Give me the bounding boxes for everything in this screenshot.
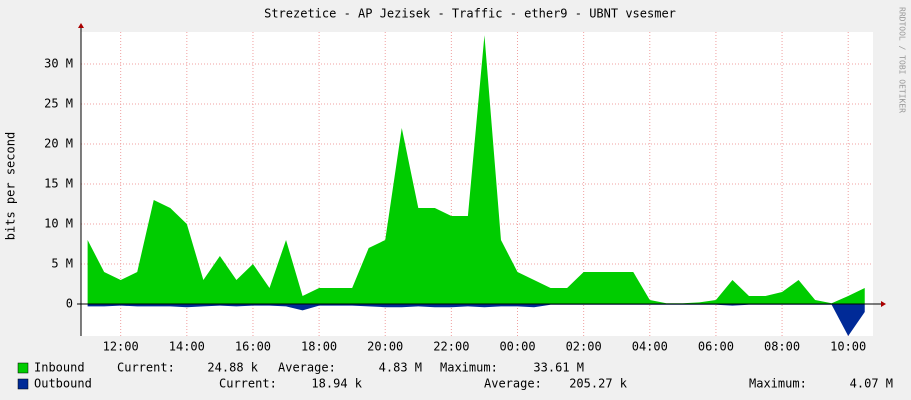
area [87,35,865,304]
legend-swatch [17,362,29,374]
legend-stat-value: 24.88 k [207,361,258,375]
legend-stat-value: 33.61 M [533,361,584,375]
y-tick-label: 10 M [44,217,73,231]
legend-stat-label: Maximum: [440,361,498,375]
y-tick-label: 5 M [51,257,73,271]
x-tick-label: 12:00 [103,340,139,354]
y-axis-label: bits per second [4,132,18,240]
x-tick-label: 22:00 [433,340,469,354]
x-tick-label: 16:00 [235,340,271,354]
x-tick-label: 14:00 [169,340,205,354]
y-tick-label: 25 M [44,97,73,111]
legend-stat-value: 4.07 M [850,377,893,391]
axis-arrow [881,301,886,307]
y-tick-label: 0 [66,297,73,311]
x-tick-label: 18:00 [301,340,337,354]
legend-stat-value: 205.27 k [569,377,628,391]
x-tick-label: 06:00 [698,340,734,354]
x-tick-label: 00:00 [499,340,535,354]
legend-stat-label: Current: [117,361,175,375]
legend-stat-label: Average: [484,377,542,391]
legend-stat-label: Average: [278,361,336,375]
y-tick-label: 30 M [44,57,73,71]
x-tick-label: 10:00 [830,340,866,354]
x-tick-label: 02:00 [566,340,602,354]
x-tick-label: 20:00 [367,340,403,354]
y-tick-label: 20 M [44,137,73,151]
legend-stat-label: Current: [219,377,277,391]
axis-arrow [78,23,84,28]
chart-title: Strezetice - AP Jezisek - Traffic - ethe… [264,7,676,21]
legend-stat-label: Maximum: [749,377,807,391]
y-tick-label: 15 M [44,177,73,191]
legend-label: Inbound [34,361,85,375]
legend-label: Outbound [34,377,92,391]
x-tick-label: 08:00 [764,340,800,354]
legend-stat-value: 4.83 M [379,361,422,375]
side-label: RRDTOOL / TOBI OETIKER [898,7,907,113]
x-tick-label: 04:00 [632,340,668,354]
legend-stat-value: 18.94 k [311,377,362,391]
legend-swatch [17,378,29,390]
